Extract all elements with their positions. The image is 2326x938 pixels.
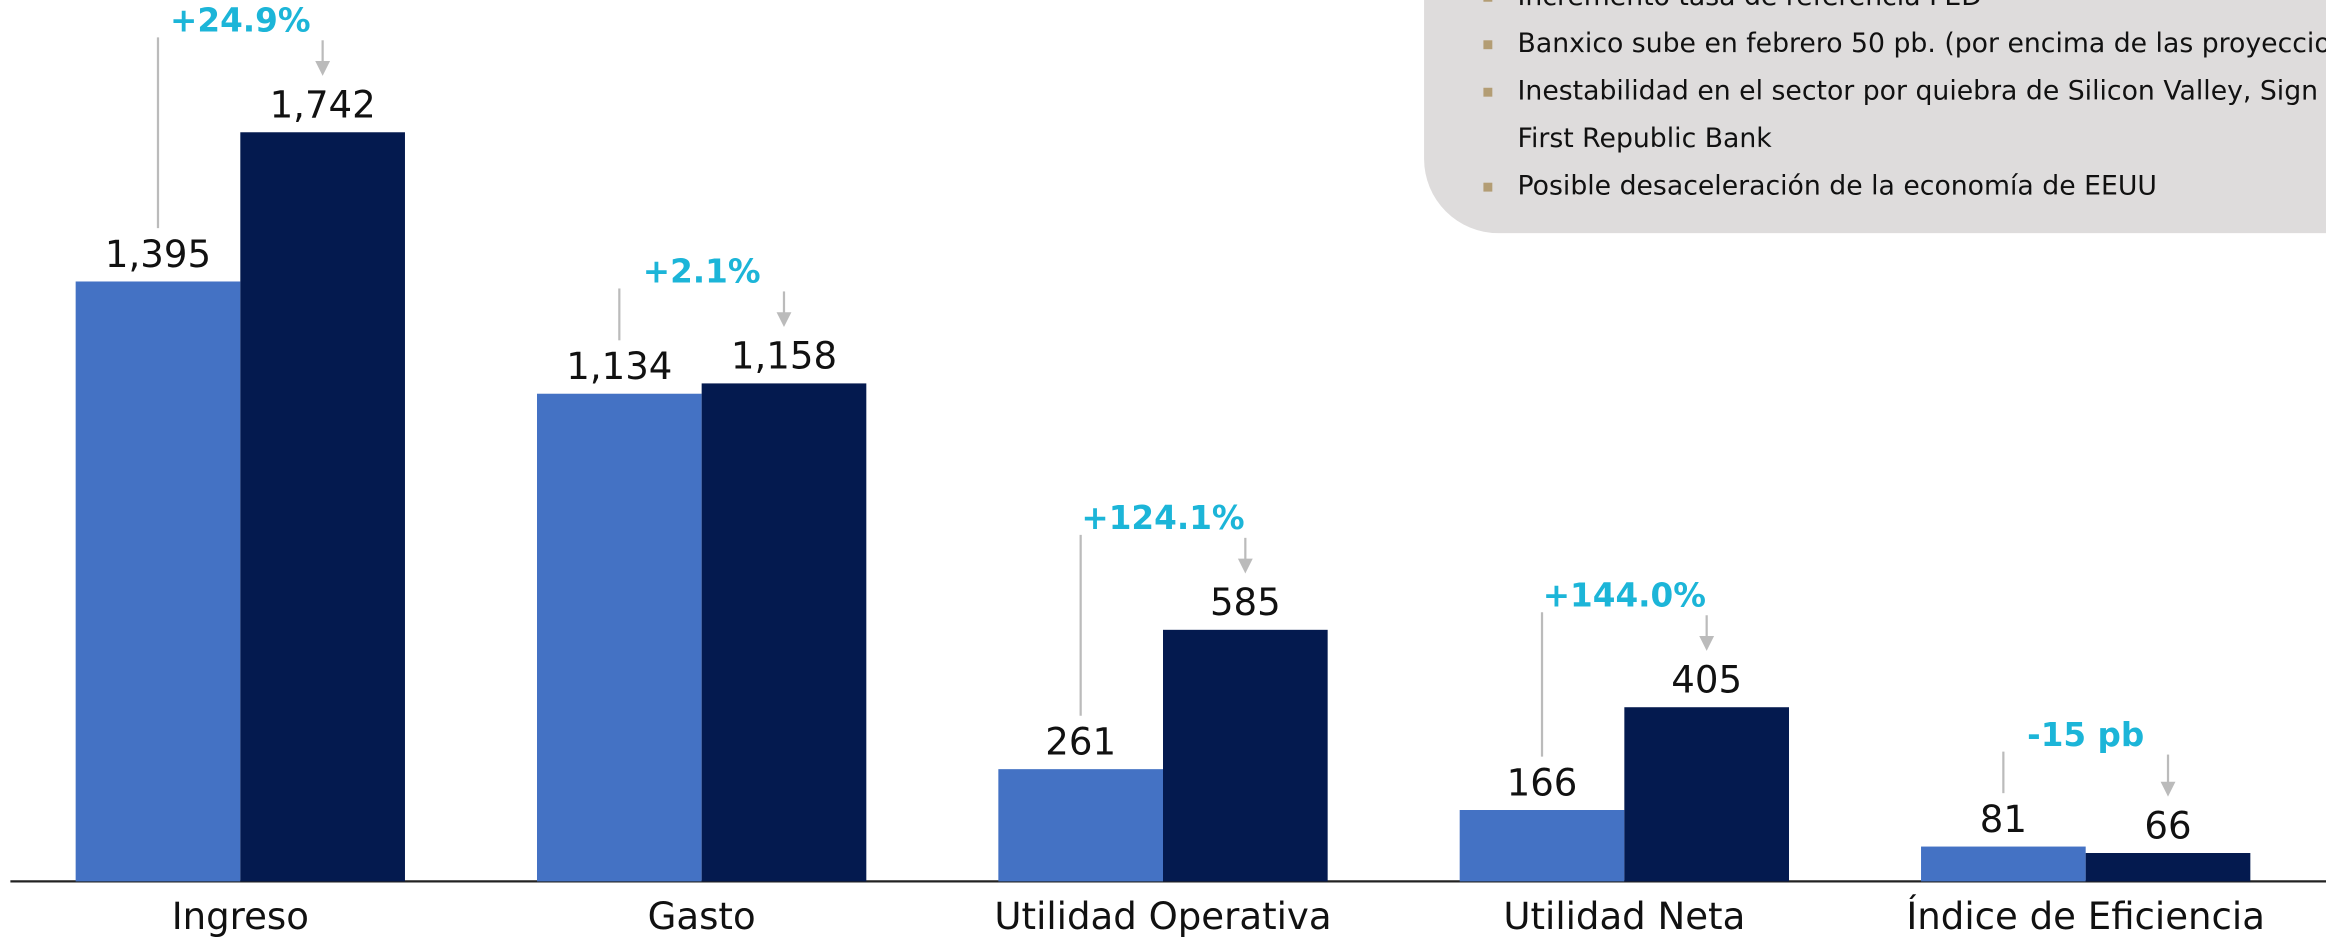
bullet [1483,0,1493,2]
bullet [1483,40,1493,50]
note-text: Banxico sube en febrero 50 pb. (por enci… [1518,28,2326,59]
bar [1459,810,1625,882]
bullet [1483,182,1493,192]
value-label: 1,158 [731,335,837,378]
value-label: 66 [2144,804,2191,847]
note-text: First Republic Bank [1518,123,1773,154]
x-tick-label: Índice de Eficiencia [1906,894,2265,938]
value-label: 585 [1210,581,1281,624]
note-text: Posible desaceleración de la economía de… [1518,171,2157,202]
change-label: +124.1% [1081,499,1244,537]
annotation-arrow [1699,636,1715,651]
bar [1624,707,1790,882]
bar [1921,846,2086,882]
bar [1163,629,1328,882]
value-label: 1,395 [105,233,211,276]
note-text: Inestabilidad en el sector por quiebra d… [1518,76,2319,107]
note-text: Incremento tasa de referencia FED [1518,0,1982,12]
x-tick-label: Utilidad Operativa [994,895,1331,938]
annotation-arrow [315,61,331,76]
bar [998,769,1163,882]
value-label: 1,134 [566,345,672,388]
value-label: 261 [1045,720,1116,763]
bar [701,383,867,882]
x-tick-label: Ingreso [172,895,309,938]
bar [2085,853,2251,882]
value-label: 166 [1507,761,1578,804]
bar [536,393,702,882]
annotation-arrow [1237,558,1253,574]
bar [240,132,405,882]
change-label: -15 pb [2027,716,2144,754]
x-tick-label: Gasto [648,895,756,938]
notes-box [1424,0,2326,234]
value-label: 1,742 [270,84,376,127]
value-label: 405 [1671,659,1742,702]
change-label: +2.1% [643,253,761,291]
bullet [1483,87,1493,97]
change-label: +144.0% [1543,576,1706,614]
value-label: 81 [1980,798,2027,841]
change-label: +24.9% [170,1,311,39]
bar [75,281,241,882]
annotation-arrow [2160,781,2176,797]
annotation-arrow [776,312,792,328]
x-tick-label: Utilidad Neta [1503,895,1745,938]
